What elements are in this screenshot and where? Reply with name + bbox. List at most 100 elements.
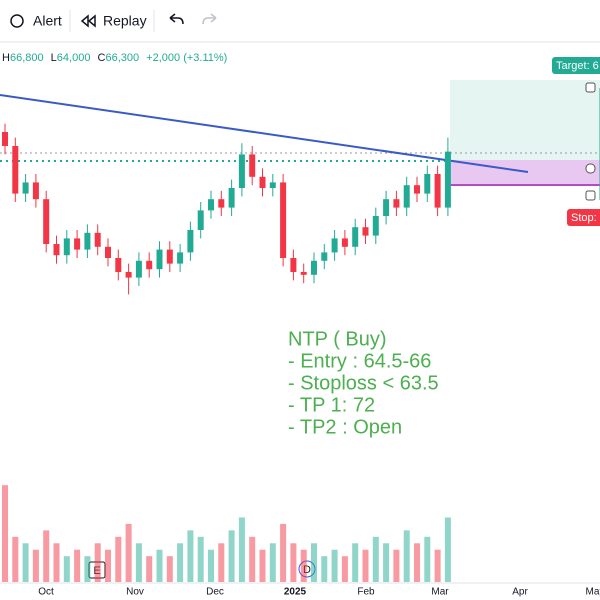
- volume-bar: [105, 549, 111, 582]
- ohlc-key: H: [2, 52, 10, 64]
- candle-body: [105, 246, 111, 258]
- stop-badge: [567, 209, 600, 226]
- volume-bar: [94, 543, 101, 582]
- volume-bar: [197, 536, 204, 582]
- volume-bar: [444, 517, 451, 582]
- volume-bar: [125, 523, 132, 582]
- volume-bar: [156, 549, 163, 582]
- volume-bar: [372, 536, 379, 582]
- volume-bar: [12, 536, 19, 582]
- volume-bar: [311, 543, 317, 582]
- candle-body: [84, 232, 91, 250]
- stop-label: Stop:: [571, 212, 597, 224]
- ohlc-value: 64,000: [57, 52, 91, 64]
- candle-body: [383, 199, 390, 216]
- alert-button[interactable]: Alert: [10, 13, 62, 29]
- candle-body: [32, 182, 39, 200]
- ohlc-key: L: [51, 52, 57, 64]
- candle-body: [414, 185, 420, 194]
- volume-bar: [352, 543, 359, 582]
- ohlc-value: 66,300: [105, 52, 139, 64]
- candle-body: [372, 216, 379, 236]
- annotation: NTP ( Buy)- Entry : 64.5-66- Stoploss < …: [288, 328, 439, 438]
- candle-body: [300, 272, 307, 275]
- candle-body: [403, 185, 410, 208]
- volume-bar: [403, 530, 410, 582]
- candle-body: [53, 244, 60, 256]
- candle-body: [362, 227, 369, 236]
- candle-body: [269, 182, 276, 188]
- alert-label: Alert: [33, 13, 62, 29]
- candle-body: [424, 174, 431, 194]
- candle-body: [280, 182, 287, 258]
- x-tick-label: Dec: [206, 587, 224, 598]
- handle[interactable]: [585, 190, 596, 201]
- volume-bar: [115, 536, 122, 582]
- ohlc-legend: H66,800 L64,000 C66,300 +2,000 (+3.11%): [2, 52, 227, 64]
- volume-bar: [362, 549, 369, 582]
- volume-bar: [2, 485, 8, 582]
- replay-button[interactable]: Replay: [80, 13, 147, 29]
- volume-bar: [269, 543, 276, 582]
- candle-body: [74, 238, 81, 250]
- candle-body: [177, 252, 184, 264]
- annotation-line: - Entry : 64.5-66: [288, 350, 431, 372]
- target-badge: [552, 57, 600, 74]
- volume-bar: [280, 523, 287, 582]
- x-tick-label: Apr: [512, 587, 528, 598]
- volume-bar: [341, 556, 348, 582]
- candle-body: [352, 227, 359, 247]
- volume-bar: [414, 543, 420, 582]
- x-tick-label: May: [586, 587, 600, 598]
- ohlc-change: +2,000 (+3.11%): [146, 52, 227, 64]
- volume-bar: [238, 517, 245, 582]
- ohlc-value: 66,800: [10, 52, 44, 64]
- candle-body: [341, 238, 348, 247]
- alert-icon: [10, 14, 24, 28]
- volume-bar: [187, 530, 194, 582]
- ohlc-key: C: [98, 52, 106, 64]
- volume-bar: [135, 543, 142, 582]
- annotation-line: NTP ( Buy): [288, 328, 387, 350]
- volume-bar: [228, 530, 235, 582]
- annotation-line: - TP2 : Open: [288, 416, 402, 438]
- volume-bar: [218, 543, 225, 582]
- candle-body: [22, 182, 29, 194]
- handle[interactable]: [585, 163, 596, 174]
- candle-body: [135, 260, 142, 278]
- toolbar: [0, 0, 600, 42]
- volume-bar: [43, 530, 50, 582]
- volume-bar: [290, 543, 297, 582]
- volume-bar: [177, 543, 184, 582]
- volume-bar: [22, 543, 29, 582]
- volume-bar: [63, 556, 70, 582]
- x-tick-label: Mar: [431, 587, 449, 598]
- redo-button[interactable]: [202, 13, 217, 25]
- trend-line: [0, 94, 529, 173]
- candle-body: [115, 258, 122, 272]
- volume-bar: [424, 536, 431, 582]
- replay-icon: [80, 14, 96, 28]
- candle-body: [187, 230, 194, 253]
- volume-bar: [32, 549, 39, 582]
- candle-body: [94, 232, 101, 247]
- candle-body: [166, 249, 173, 264]
- candle-body: [393, 199, 400, 208]
- undo-button[interactable]: [169, 13, 184, 25]
- volume-bar: [84, 556, 91, 582]
- candle-body: [331, 238, 338, 253]
- volume-bar: [321, 556, 328, 582]
- candle-body: [434, 174, 441, 208]
- candle-body: [311, 260, 317, 275]
- candle-body: [444, 151, 451, 208]
- x-tick-label: Oct: [38, 587, 54, 598]
- x-tick-label: Feb: [357, 587, 375, 598]
- volume-bar: [249, 536, 256, 582]
- volume-bar: [383, 543, 390, 582]
- handle[interactable]: [585, 82, 596, 93]
- candle-body: [125, 272, 132, 278]
- candle-body: [2, 132, 8, 146]
- volume-bar: [208, 549, 214, 582]
- candle-body: [218, 199, 225, 208]
- x-tick-label: 2025: [284, 587, 307, 598]
